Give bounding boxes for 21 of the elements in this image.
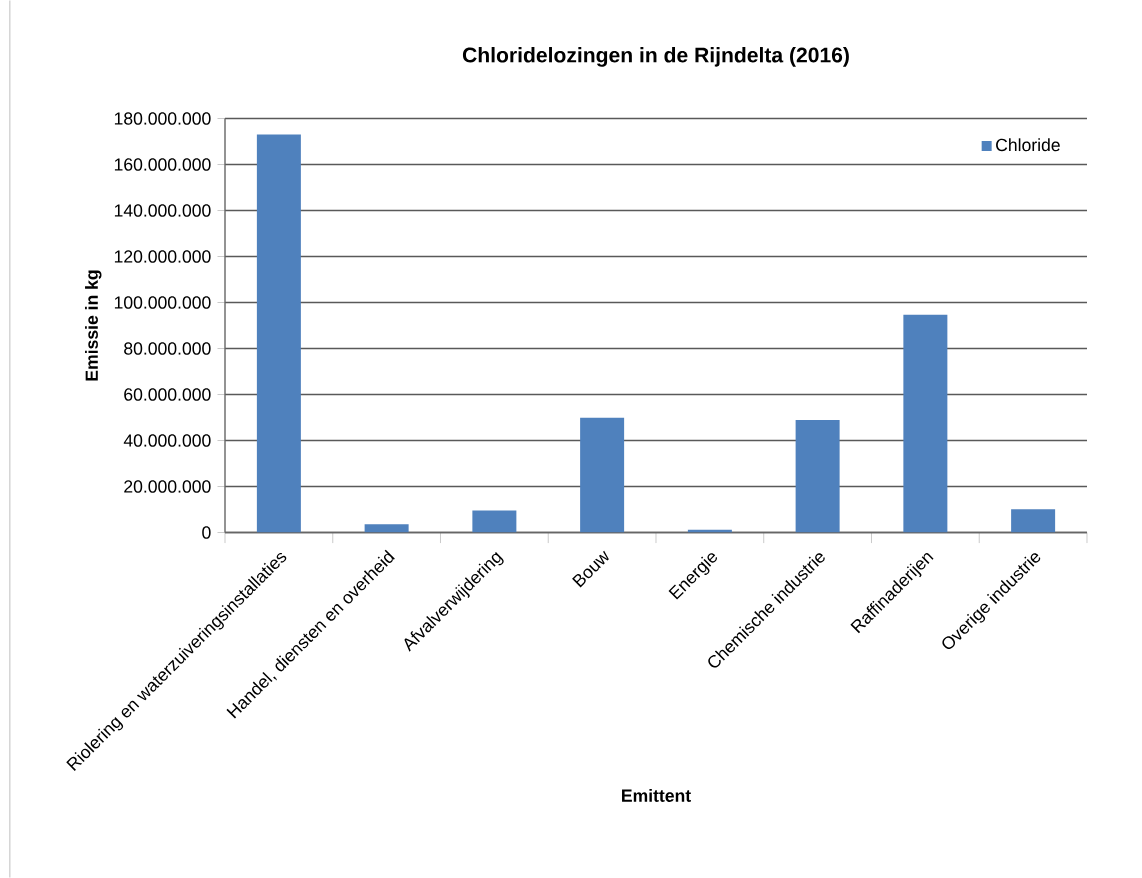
bar — [472, 510, 517, 533]
y-tick-label: 140.000.000 — [114, 204, 211, 217]
y-tick-label: 160.000.000 — [114, 158, 211, 171]
legend-label: Chloride — [996, 138, 1060, 152]
bar — [795, 420, 840, 533]
y-tick-label: 20.000.000 — [124, 480, 211, 493]
bar — [903, 314, 948, 533]
y-tick-label: 40.000.000 — [123, 434, 211, 447]
x-axis-title: Emittent — [622, 788, 691, 802]
y-tick-label: 100.000.000 — [114, 296, 211, 309]
chart-title: Chloridelozingen in de Rijndelta (2016) — [462, 47, 849, 67]
y-tick-label: 60.000.000 — [124, 388, 211, 401]
bar — [580, 417, 625, 533]
bar — [256, 134, 301, 533]
y-axis-title: Emissie in kg — [85, 270, 102, 381]
bar — [1011, 509, 1056, 533]
y-tick-label: 80.000.000 — [124, 342, 211, 355]
y-tick-label: 0 — [202, 526, 211, 539]
y-tick-label: 120.000.000 — [114, 250, 211, 263]
bar — [364, 524, 409, 533]
y-tick-label: 180.000.000 — [114, 112, 211, 125]
